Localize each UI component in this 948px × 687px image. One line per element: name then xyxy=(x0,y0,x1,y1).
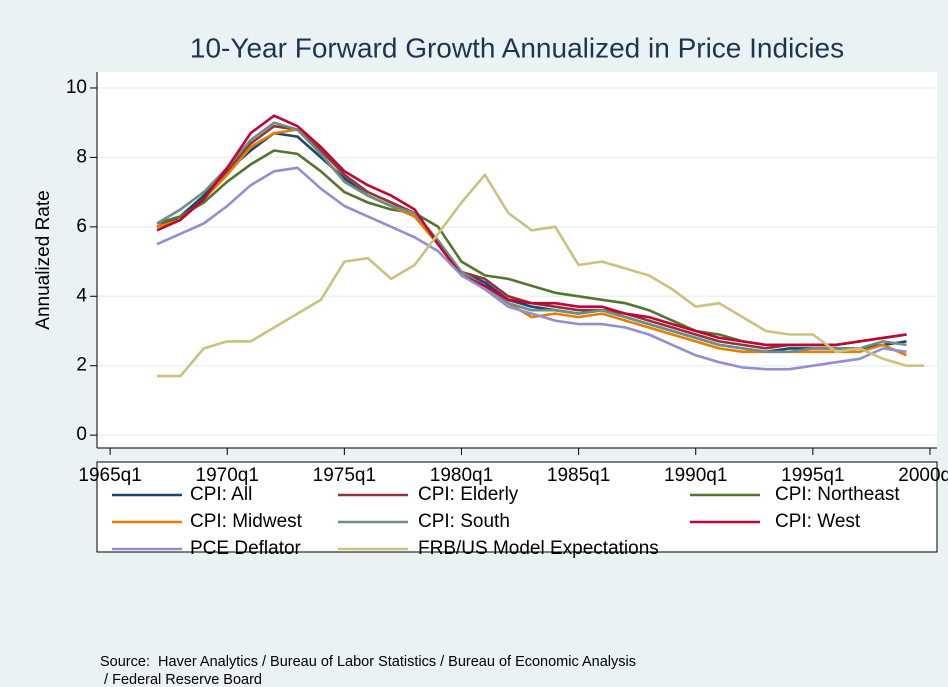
y-axis-label: Annualized Rate xyxy=(33,190,54,329)
series-line xyxy=(157,173,925,378)
source-note: Source: Haver Analytics / Bureau of Labo… xyxy=(100,654,636,670)
y-tick-label: 4 xyxy=(76,285,87,306)
y-tick-label: 6 xyxy=(76,216,87,237)
x-tick-label: 1985q1 xyxy=(547,465,610,486)
x-tick-label: 1970q1 xyxy=(196,465,259,486)
y-tick-label: 8 xyxy=(76,146,87,167)
legend-label: CPI: Northeast xyxy=(775,484,900,505)
y-tick-label: 0 xyxy=(76,424,87,445)
series-line xyxy=(156,131,907,354)
y-tick-label: 10 xyxy=(66,77,87,98)
source-note: / Federal Reserve Board xyxy=(100,672,262,687)
legend-label: FRB/US Model Expectations xyxy=(418,538,659,559)
x-tick-label: 1980q1 xyxy=(430,465,493,486)
series-line xyxy=(156,166,907,371)
legend-label: CPI: Midwest xyxy=(190,511,303,532)
series-line xyxy=(156,114,907,347)
legend-label: CPI: Elderly xyxy=(418,484,519,505)
x-tick-label: 2000q1 xyxy=(898,465,948,486)
legend-label: CPI: South xyxy=(418,511,510,532)
x-tick-label: 1975q1 xyxy=(313,465,376,486)
legend-label: CPI: West xyxy=(775,511,861,532)
chart-title: 10-Year Forward Growth Annualized in Pri… xyxy=(190,32,844,63)
y-tick-label: 2 xyxy=(76,355,87,376)
x-tick-label: 1990q1 xyxy=(664,465,727,486)
x-tick-label: 1965q1 xyxy=(78,465,141,486)
legend-label: CPI: All xyxy=(190,484,252,505)
legend-box xyxy=(96,461,938,553)
series-line xyxy=(156,121,907,354)
plot-area xyxy=(97,72,937,448)
x-tick-label: 1995q1 xyxy=(781,465,844,486)
legend-label: PCE Deflator xyxy=(190,538,302,559)
